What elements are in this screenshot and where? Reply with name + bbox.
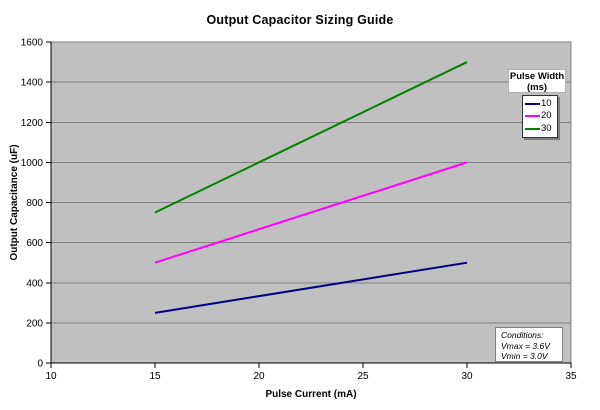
legend-swatch bbox=[525, 115, 540, 118]
legend-title: Pulse Width (ms) bbox=[508, 69, 566, 93]
chart-title: Output Capacitor Sizing Guide bbox=[206, 13, 394, 27]
conditions-box: Conditions: Vmax = 3.6V Vmin = 3.0V bbox=[495, 327, 563, 362]
legend-title-line2: (ms) bbox=[526, 82, 548, 93]
legend-entry: 10 bbox=[525, 98, 555, 110]
series-line-30ms bbox=[154, 61, 468, 214]
legend-label: 20 bbox=[541, 110, 552, 122]
y-axis-title: Output Capacitance (uF) bbox=[9, 144, 20, 261]
series-line-20ms bbox=[154, 161, 468, 264]
conditions-vmax: Vmax = 3.6V bbox=[501, 340, 550, 351]
y-tick-label: 0 bbox=[37, 359, 43, 370]
y-tick-label: 1600 bbox=[21, 38, 44, 49]
y-tick-label: 1200 bbox=[21, 118, 44, 129]
x-tick-label: 35 bbox=[565, 371, 577, 382]
x-tick-label: 10 bbox=[45, 371, 57, 382]
legend-swatch bbox=[525, 127, 540, 130]
x-tick-label: 30 bbox=[461, 371, 473, 382]
y-tick-label: 200 bbox=[26, 318, 43, 329]
series-line-10ms bbox=[154, 261, 468, 314]
y-tick-label: 400 bbox=[26, 278, 43, 289]
legend-label: 30 bbox=[541, 122, 552, 134]
conditions-heading: Conditions: bbox=[501, 330, 544, 340]
x-tick-label: 25 bbox=[357, 371, 369, 382]
y-tick-label: 600 bbox=[26, 238, 43, 249]
x-tick-label: 15 bbox=[149, 371, 161, 382]
legend-swatch bbox=[525, 103, 540, 106]
legend-label: 10 bbox=[541, 98, 552, 110]
conditions-vmin: Vmin = 3.0V bbox=[501, 351, 548, 361]
x-axis-title: Pulse Current (mA) bbox=[265, 389, 357, 400]
legend-entry: 30 bbox=[525, 123, 555, 135]
legend-title-line1: Pulse Width bbox=[509, 71, 565, 82]
y-tick-label: 800 bbox=[26, 198, 43, 209]
y-tick-label: 1400 bbox=[21, 78, 44, 89]
y-tick-label: 1000 bbox=[21, 158, 44, 169]
x-tick-label: 20 bbox=[253, 371, 265, 382]
legend-entry: 20 bbox=[525, 110, 555, 122]
legend: 10 20 30 bbox=[522, 95, 558, 138]
